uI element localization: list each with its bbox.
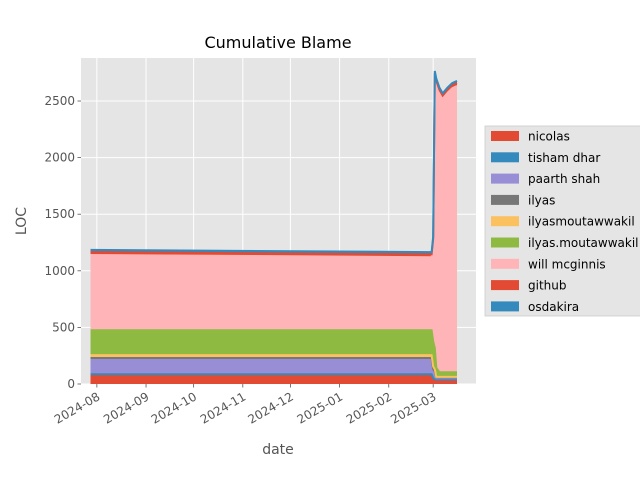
legend-label: paarth shah [528,172,600,186]
legend-swatch [491,216,519,227]
legend-label: osdakira [528,300,579,314]
legend-label: tisham dhar [528,151,600,165]
legend-label: will mcginnis [528,257,606,271]
legend-swatch [491,237,519,248]
legend-label: ilyasmoutawwakil [528,215,635,229]
legend-swatch [491,131,519,141]
line-osdakira [90,70,458,254]
legend-swatch [491,258,519,269]
y-tick-label: 1500 [44,207,75,221]
legend-swatch [491,280,519,291]
area-paarth-shah [90,358,457,380]
legend-label: ilyas.moutawwakil [528,236,638,250]
y-tick-label: 1000 [44,264,75,278]
y-axis-label: LOC [14,207,30,235]
legend-swatch [491,173,519,184]
x-axis-ticks: 2024-082024-092024-102024-112024-122025-… [52,384,439,427]
legend-swatch [491,301,519,312]
area-nicolas [90,375,457,384]
x-tick-label: 2025-01 [295,389,345,426]
legend-label: ilyas [528,193,555,207]
series-lines [90,70,458,382]
chart-title: Cumulative Blame [204,33,351,52]
area-will-mcginnis [90,76,457,373]
y-tick-label: 0 [67,377,75,391]
legend-label: github [528,279,566,293]
x-tick-label: 2025-02 [344,389,394,426]
x-tick-label: 2024-11 [198,389,248,426]
line-tisham-dhar [90,373,457,381]
x-tick-label: 2024-09 [101,389,151,426]
legend: nicolas tisham dhar paarth shah ilyas ilyasm… [484,125,640,317]
legend-swatch [491,194,519,205]
y-tick-label: 2000 [44,151,75,165]
x-axis-label: date [262,442,294,458]
stacked-areas [90,71,457,384]
line-ilyasmoutawwakil [90,354,457,378]
legend-label: nicolas [528,130,570,144]
area-ilyas-moutawwakil [90,330,457,377]
y-tick-label: 500 [52,320,75,334]
y-axis-ticks: 0 500 1000 1500 2000 2500 [44,94,81,391]
x-tick-label: 2024-08 [52,389,102,426]
line-ilyas-moutawwakil [90,329,457,374]
x-tick-label: 2024-12 [245,389,295,426]
x-tick-label: 2024-10 [149,389,199,426]
y-tick-label: 2500 [44,94,75,108]
legend-swatch [491,152,519,163]
x-tick-label: 2025-03 [388,389,438,426]
